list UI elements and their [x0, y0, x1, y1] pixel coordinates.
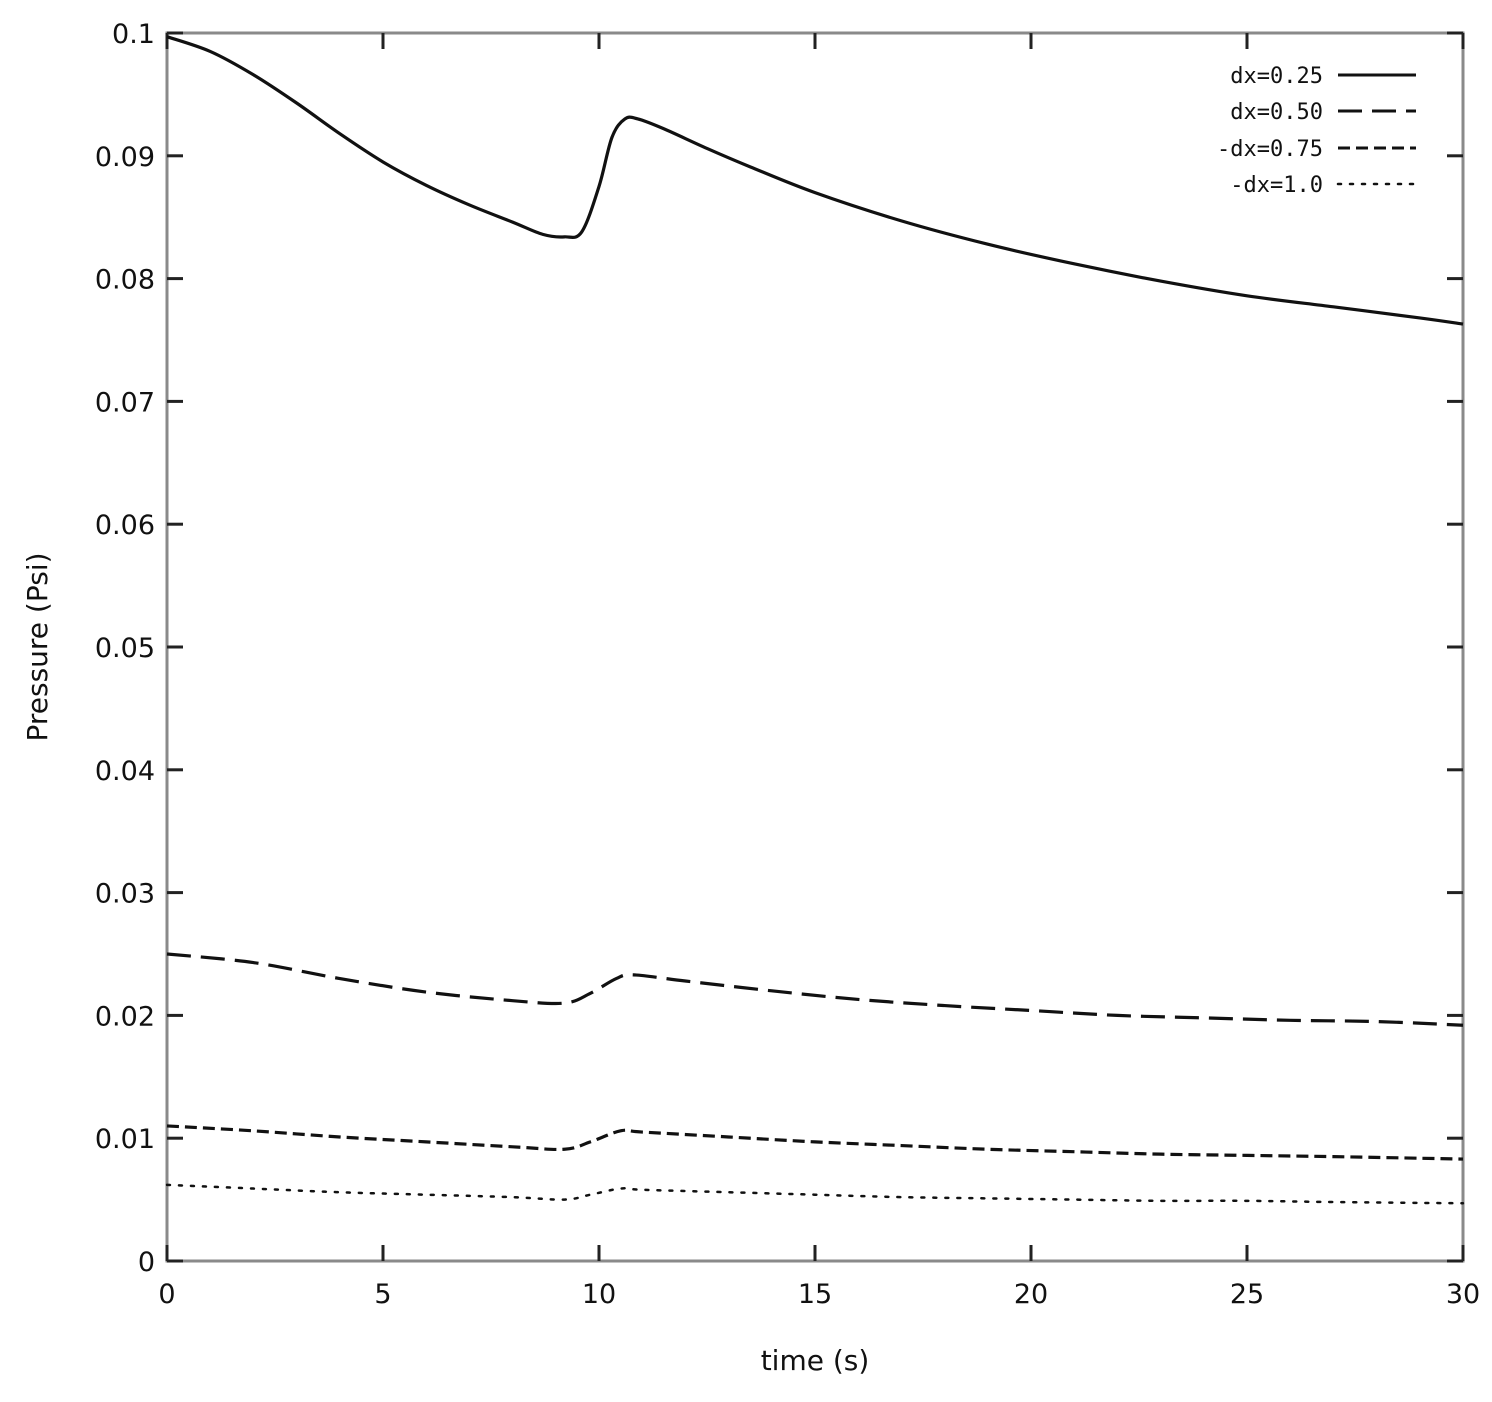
y-tick-label: 0.05 — [95, 633, 155, 664]
series-line-1 — [166, 35, 1464, 326]
legend-label: dx=0.50 — [1230, 100, 1323, 125]
legend-label: -dx=0.75 — [1217, 137, 1323, 162]
x-tick-label: 30 — [1446, 1279, 1480, 1310]
plot-frame — [165, 31, 1465, 1263]
x-tick-label: 20 — [1014, 1279, 1048, 1310]
legend-label: dx=0.25 — [1230, 64, 1323, 89]
y-tick-label: 0.07 — [95, 387, 155, 418]
y-tick-label: 0.1 — [112, 19, 155, 50]
y-tick-label: 0.04 — [95, 756, 155, 787]
y-tick-label: 0.01 — [95, 1124, 155, 1155]
y-tick-label: 0.08 — [95, 265, 155, 296]
x-tick-label: 5 — [374, 1279, 391, 1310]
y-tick-label: 0 — [138, 1247, 155, 1278]
x-tick-label: 25 — [1230, 1279, 1264, 1310]
legend-label: -dx=1.0 — [1230, 173, 1323, 198]
x-tick-label: 10 — [582, 1279, 616, 1310]
y-tick-label: 0.03 — [95, 879, 155, 910]
series-line-3 — [166, 1124, 1464, 1161]
legend: dx=0.25 dx=0.50 -dx=0.75 -dx=1.0 — [1217, 64, 1418, 198]
y-axis-label: Pressure (Psi) — [21, 552, 54, 741]
tick-marks — [165, 31, 1465, 1263]
series-line-4 — [165, 1183, 1465, 1205]
x-tick-label: 0 — [158, 1279, 175, 1310]
y-tick-labels: 0 0.01 0.02 0.03 0.04 0.05 0.06 0.07 0.08 0.09 0.1 — [95, 19, 155, 1278]
x-axis-label: time (s) — [761, 1344, 870, 1377]
x-tick-labels: 0 5 10 15 20 25 30 — [158, 1279, 1480, 1310]
x-tick-label: 15 — [798, 1279, 832, 1310]
y-tick-label: 0.09 — [95, 142, 155, 173]
y-tick-label: 0.02 — [95, 1001, 155, 1032]
series-layer — [165, 35, 1465, 1205]
y-tick-label: 0.06 — [95, 510, 155, 541]
series-line-2 — [166, 952, 1464, 1027]
